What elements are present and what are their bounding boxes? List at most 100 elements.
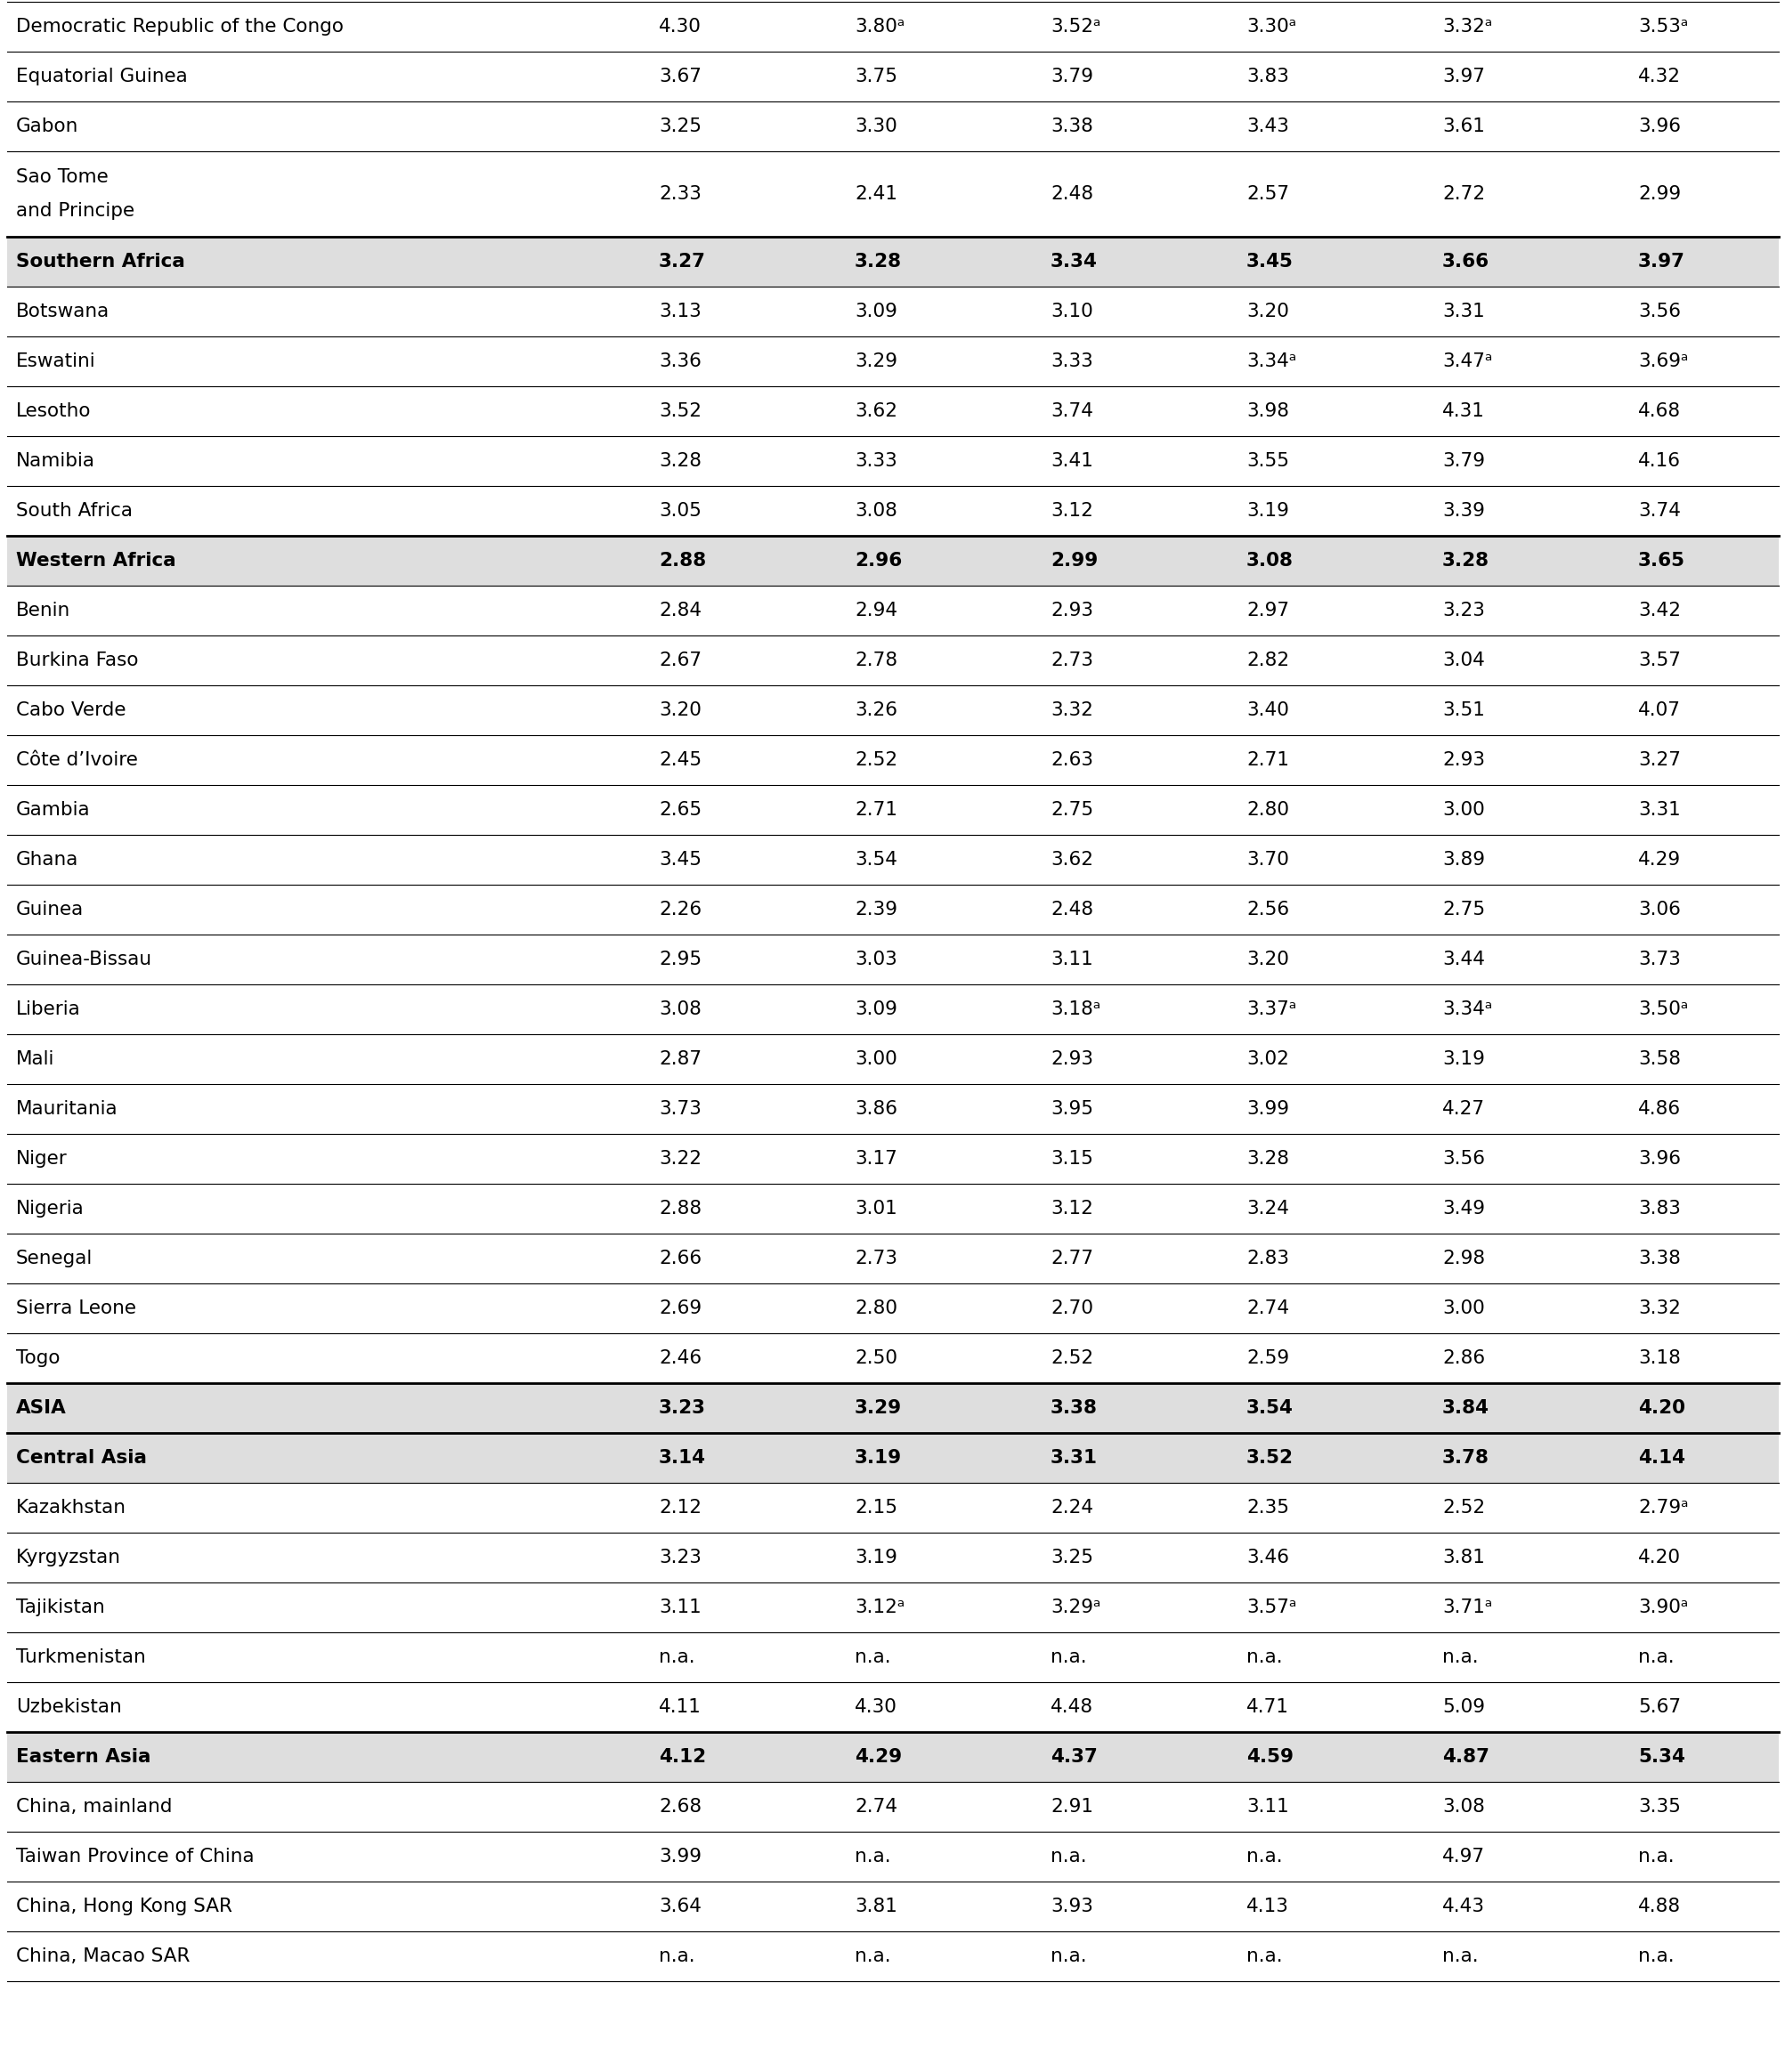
Text: 3.35: 3.35 [1637, 1798, 1680, 1815]
Text: 2.33: 2.33 [659, 184, 702, 203]
Text: n.a.: n.a. [1442, 1948, 1478, 1964]
Text: 3.37ᵃ: 3.37ᵃ [1246, 1001, 1296, 1017]
Text: 2.52: 2.52 [1050, 1349, 1092, 1368]
Text: 2.39: 2.39 [855, 901, 896, 918]
Text: 3.43: 3.43 [1246, 118, 1289, 135]
Text: 3.24: 3.24 [1246, 1200, 1289, 1218]
Text: 3.18ᵃ: 3.18ᵃ [1050, 1001, 1100, 1017]
Text: 3.53ᵃ: 3.53ᵃ [1637, 19, 1687, 35]
Text: 3.31: 3.31 [1050, 1448, 1098, 1467]
Text: 3.25: 3.25 [659, 118, 702, 135]
Text: n.a.: n.a. [1050, 1948, 1085, 1964]
Text: 5.34: 5.34 [1637, 1749, 1685, 1765]
Text: 3.30: 3.30 [855, 118, 896, 135]
Text: 3.33: 3.33 [855, 452, 896, 470]
Text: n.a.: n.a. [659, 1649, 694, 1666]
Text: 3.23: 3.23 [659, 1548, 702, 1566]
Text: Eswatini: Eswatini [16, 352, 96, 371]
Text: Kazakhstan: Kazakhstan [16, 1498, 127, 1517]
Text: 2.79ᵃ: 2.79ᵃ [1637, 1498, 1687, 1517]
Text: n.a.: n.a. [855, 1649, 891, 1666]
Text: 3.23: 3.23 [659, 1399, 705, 1417]
Text: 3.80ᵃ: 3.80ᵃ [855, 19, 905, 35]
Text: 3.67: 3.67 [659, 68, 702, 85]
Text: 3.57ᵃ: 3.57ᵃ [1246, 1598, 1296, 1616]
Text: 4.37: 4.37 [1050, 1749, 1098, 1765]
Text: Guinea-Bissau: Guinea-Bissau [16, 951, 152, 968]
Text: 2.45: 2.45 [659, 752, 702, 769]
Text: 3.05: 3.05 [659, 501, 702, 520]
Text: 3.19: 3.19 [855, 1448, 901, 1467]
Text: 3.08: 3.08 [855, 501, 896, 520]
Text: 4.27: 4.27 [1442, 1100, 1485, 1119]
Text: 4.48: 4.48 [1050, 1699, 1092, 1716]
Text: 3.41: 3.41 [1050, 452, 1092, 470]
Text: 3.20: 3.20 [659, 700, 702, 719]
Text: Côte d’Ivoire: Côte d’Ivoire [16, 752, 137, 769]
Text: 3.04: 3.04 [1442, 651, 1483, 669]
Text: South Africa: South Africa [16, 501, 132, 520]
Text: Ghana: Ghana [16, 852, 79, 868]
Text: 2.57: 2.57 [1246, 184, 1289, 203]
Text: 2.91: 2.91 [1050, 1798, 1092, 1815]
Text: Taiwan Province of China: Taiwan Province of China [16, 1848, 253, 1865]
Text: 3.75: 3.75 [855, 68, 896, 85]
Text: Nigeria: Nigeria [16, 1200, 84, 1218]
Text: 3.02: 3.02 [1246, 1051, 1289, 1067]
Text: Uzbekistan: Uzbekistan [16, 1699, 121, 1716]
Text: Eastern Asia: Eastern Asia [16, 1749, 150, 1765]
Text: 3.09: 3.09 [855, 1001, 896, 1017]
Text: 3.73: 3.73 [659, 1100, 702, 1119]
Text: 2.56: 2.56 [1246, 901, 1289, 918]
Text: 3.17: 3.17 [855, 1150, 896, 1169]
Text: 5.67: 5.67 [1637, 1699, 1680, 1716]
Text: 3.26: 3.26 [855, 700, 896, 719]
Text: 3.45: 3.45 [1246, 253, 1292, 271]
Text: 3.20: 3.20 [1246, 951, 1289, 968]
Text: 3.11: 3.11 [1246, 1798, 1289, 1815]
Text: 3.28: 3.28 [1246, 1150, 1289, 1169]
Text: 4.86: 4.86 [1637, 1100, 1680, 1119]
Text: Botswana: Botswana [16, 303, 109, 321]
Text: n.a.: n.a. [1050, 1649, 1085, 1666]
Text: 2.68: 2.68 [659, 1798, 702, 1815]
Text: 2.97: 2.97 [1246, 601, 1289, 620]
Text: 2.15: 2.15 [855, 1498, 896, 1517]
Text: Gambia: Gambia [16, 802, 91, 818]
Text: Burkina Faso: Burkina Faso [16, 651, 139, 669]
Text: Senegal: Senegal [16, 1249, 93, 1268]
Text: 2.75: 2.75 [1050, 802, 1092, 818]
Text: 4.30: 4.30 [659, 19, 702, 35]
Text: 3.96: 3.96 [1637, 118, 1680, 135]
Text: 3.40: 3.40 [1246, 700, 1289, 719]
Text: 3.62: 3.62 [1050, 852, 1092, 868]
Text: China, mainland: China, mainland [16, 1798, 171, 1815]
Text: 3.86: 3.86 [855, 1100, 896, 1119]
Text: and Principe: and Principe [16, 203, 134, 220]
Text: 4.29: 4.29 [1637, 852, 1680, 868]
Text: 3.22: 3.22 [659, 1150, 702, 1169]
Text: Gabon: Gabon [16, 118, 79, 135]
Text: 3.95: 3.95 [1050, 1100, 1092, 1119]
Text: 3.03: 3.03 [855, 951, 896, 968]
Text: 3.29: 3.29 [855, 1399, 901, 1417]
Text: 3.99: 3.99 [1246, 1100, 1289, 1119]
Text: 3.74: 3.74 [1050, 402, 1092, 421]
Text: 3.61: 3.61 [1442, 118, 1483, 135]
Text: 3.89: 3.89 [1442, 852, 1485, 868]
Text: 3.29: 3.29 [855, 352, 896, 371]
Text: 3.10: 3.10 [1050, 303, 1092, 321]
Text: n.a.: n.a. [855, 1848, 891, 1865]
Text: 3.34: 3.34 [1050, 253, 1098, 271]
Text: 3.11: 3.11 [659, 1598, 702, 1616]
Text: 2.80: 2.80 [855, 1299, 896, 1318]
Text: 3.55: 3.55 [1246, 452, 1289, 470]
Text: 2.83: 2.83 [1246, 1249, 1289, 1268]
Text: Kyrgyzstan: Kyrgyzstan [16, 1548, 121, 1566]
Text: 3.50ᵃ: 3.50ᵃ [1637, 1001, 1687, 1017]
Text: 3.54: 3.54 [1246, 1399, 1292, 1417]
Text: n.a.: n.a. [855, 1948, 891, 1964]
Text: 2.99: 2.99 [1050, 551, 1098, 570]
Text: 3.28: 3.28 [855, 253, 901, 271]
Text: 3.74: 3.74 [1637, 501, 1680, 520]
